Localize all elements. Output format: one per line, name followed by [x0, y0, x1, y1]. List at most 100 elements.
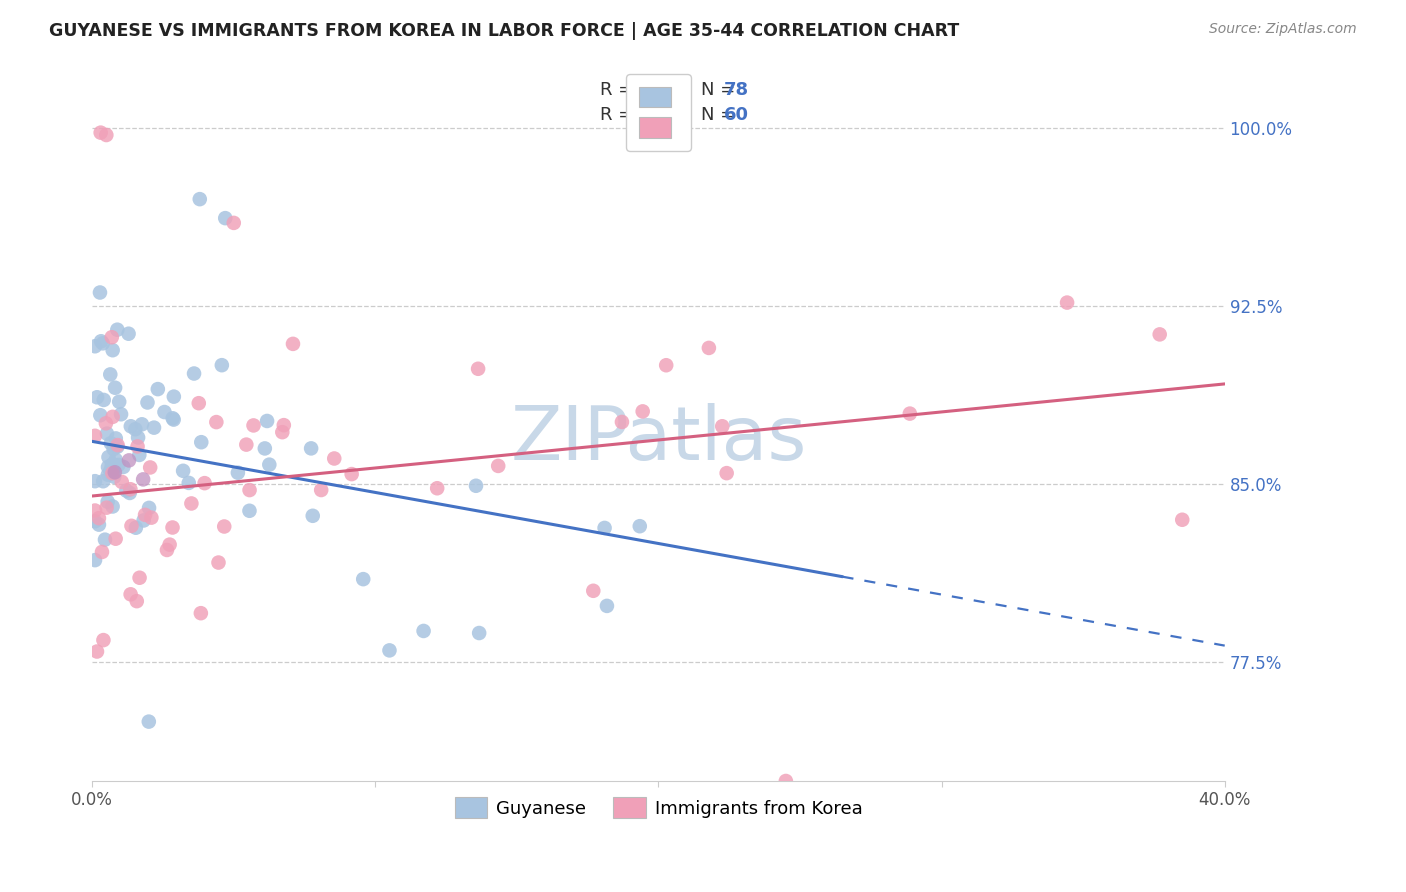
Point: [139, 460, 162, 475]
Text: 0.198: 0.198: [633, 106, 689, 124]
Point: [187, 396, 209, 410]
Point: [138, 500, 160, 515]
Point: [131, 417, 153, 432]
Point: [412, 624, 434, 638]
Point: [93, 392, 115, 407]
Point: [212, 519, 235, 533]
Point: [194, 476, 217, 491]
Point: [238, 483, 260, 497]
Text: -0.210: -0.210: [627, 81, 692, 99]
Point: [105, 440, 128, 454]
Point: [190, 435, 212, 450]
Point: [352, 572, 374, 586]
Point: [143, 420, 166, 434]
Point: [100, 436, 122, 450]
Point: [259, 458, 281, 472]
Point: [101, 500, 124, 514]
Point: [273, 418, 295, 433]
Point: [120, 419, 142, 434]
Point: [340, 467, 363, 481]
Point: [115, 483, 138, 498]
Text: Source: ZipAtlas.com: Source: ZipAtlas.com: [1209, 22, 1357, 37]
Point: [120, 587, 142, 601]
Point: [207, 556, 229, 570]
Point: [127, 430, 149, 444]
Point: [84, 429, 107, 443]
Point: [89, 408, 111, 422]
Point: [242, 418, 264, 433]
Text: R =: R =: [599, 106, 644, 124]
Point: [97, 494, 120, 508]
Point: [87, 517, 110, 532]
Point: [101, 458, 124, 472]
Point: [716, 466, 738, 480]
Text: N =: N =: [702, 81, 741, 99]
Point: [104, 452, 127, 467]
Text: 60: 60: [724, 106, 749, 124]
Point: [582, 583, 605, 598]
Point: [120, 482, 142, 496]
Point: [117, 326, 139, 341]
Point: [91, 474, 114, 488]
Point: [84, 514, 107, 528]
Point: [188, 192, 211, 206]
Point: [211, 358, 233, 372]
Point: [101, 409, 124, 424]
Point: [104, 532, 127, 546]
Point: [163, 412, 186, 426]
Point: [898, 407, 921, 421]
Point: [104, 381, 127, 395]
Point: [125, 594, 148, 608]
Point: [156, 543, 179, 558]
Point: [281, 337, 304, 351]
Point: [107, 458, 129, 472]
Point: [96, 500, 118, 515]
Point: [87, 511, 110, 525]
Point: [91, 336, 114, 351]
Point: [121, 518, 143, 533]
Text: 78: 78: [724, 81, 749, 99]
Point: [100, 464, 122, 478]
Point: [101, 458, 124, 472]
Point: [101, 467, 124, 481]
Point: [125, 521, 148, 535]
Point: [1149, 327, 1171, 342]
Point: [89, 285, 111, 300]
Point: [104, 465, 127, 479]
Point: [84, 553, 107, 567]
Point: [84, 339, 107, 353]
Point: [103, 469, 125, 483]
Point: [593, 521, 616, 535]
Point: [153, 405, 176, 419]
Point: [426, 481, 449, 495]
Point: [94, 533, 117, 547]
Point: [136, 395, 159, 409]
Point: [118, 453, 141, 467]
Point: [180, 496, 202, 510]
Point: [101, 343, 124, 358]
Point: [90, 334, 112, 349]
Text: R =: R =: [599, 81, 638, 99]
Point: [118, 486, 141, 500]
Point: [628, 519, 651, 533]
Point: [127, 439, 149, 453]
Point: [84, 503, 107, 517]
Point: [1171, 513, 1194, 527]
Point: [86, 390, 108, 404]
Point: [301, 508, 323, 523]
Point: [112, 459, 135, 474]
Point: [96, 128, 118, 142]
Point: [323, 451, 346, 466]
Point: [177, 475, 200, 490]
Point: [103, 442, 125, 456]
Point: [226, 466, 249, 480]
Point: [378, 643, 401, 657]
Point: [141, 510, 163, 524]
Point: [90, 126, 112, 140]
Point: [238, 504, 260, 518]
Point: [271, 425, 294, 439]
Point: [105, 323, 128, 337]
Point: [190, 606, 212, 620]
Point: [299, 442, 322, 456]
Point: [309, 483, 332, 497]
